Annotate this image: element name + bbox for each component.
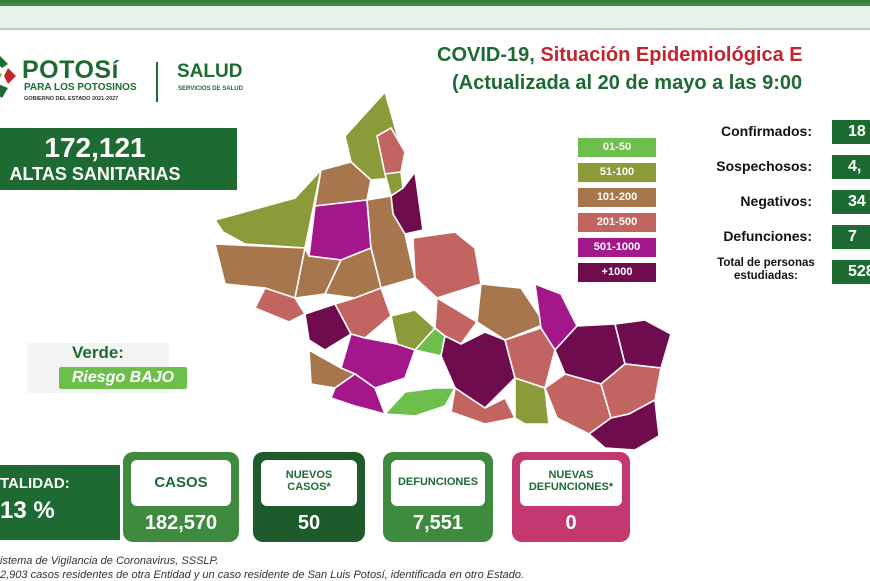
card-label: NUEVAS DEFUNCIONES*	[528, 469, 614, 493]
letalidad-label: TALIDAD:	[0, 475, 70, 492]
card-value: 7,551	[412, 512, 464, 534]
top-banner-inner	[0, 6, 870, 28]
card-nuevos-casos: NUEVOS CASOS* 50	[253, 452, 365, 542]
potosi-emblem-icon	[0, 56, 16, 98]
map-region	[304, 303, 353, 351]
card-label: CASOS	[154, 474, 208, 491]
salud-logo-text: SALUD	[177, 61, 243, 82]
page-title: COVID-19, Situación Epidemiológica E	[437, 44, 803, 67]
card-label: NUEVOS CASOS*	[285, 469, 333, 493]
map-region	[504, 327, 556, 390]
footer-note: 2,903 casos residentes de otra Entidad y…	[0, 569, 525, 581]
stat-value: 528	[832, 260, 870, 284]
card-label-box: DEFUNCIONES	[391, 460, 485, 506]
map-region	[383, 387, 457, 417]
altas-sanitarias-panel: 172,121 ALTAS SANITARIAS	[0, 128, 237, 190]
card-defunciones: DEFUNCIONES 7,551	[383, 452, 493, 542]
map-region	[476, 283, 547, 341]
logo-divider	[156, 62, 158, 102]
stat-label: Total de personas estudiadas:	[717, 257, 815, 282]
page-subtitle: (Actualizada al 20 de mayo a las 9:00	[452, 72, 803, 94]
state-municipalities-map	[213, 90, 672, 451]
stat-value: 34	[832, 190, 870, 214]
stat-label: Negativos:	[740, 193, 812, 209]
top-banner-strip	[0, 0, 870, 30]
map-region	[412, 231, 482, 299]
map-region	[314, 161, 372, 207]
stat-value: 4,	[832, 155, 870, 179]
stat-label: Sospechosos:	[716, 158, 812, 174]
card-nuevas-defunciones: NUEVAS DEFUNCIONES* 0	[512, 452, 630, 542]
legend-item: 201-500	[578, 213, 656, 232]
card-label-box: NUEVOS CASOS*	[261, 460, 357, 506]
title-covid: COVID-19,	[437, 44, 541, 66]
letalidad-panel: TALIDAD: 13 %	[0, 465, 120, 540]
footer-source: istema de Vigilancia de Coronavirus, SSS…	[0, 555, 219, 567]
map-region	[587, 398, 660, 451]
stat-label: Confirmados:	[721, 123, 812, 139]
map-region	[213, 167, 323, 249]
card-value: 50	[297, 512, 321, 534]
salud-logo-subtext: SERVICIOS DE SALUD	[178, 86, 243, 92]
stat-total-estudiadas: Total de personas estudiadas: 528	[660, 257, 870, 286]
letalidad-value: 13 %	[0, 497, 55, 524]
stat-value: 18	[832, 120, 870, 144]
stat-sospechosos: Sospechosos: 4,	[660, 153, 870, 181]
stat-defunciones: Defunciones: 7	[660, 223, 870, 251]
semaforo-label: Verde:	[72, 343, 124, 362]
legend-item: 51-100	[578, 163, 656, 182]
card-value: 182,570	[144, 512, 218, 534]
map-region	[253, 287, 307, 323]
government-logo: POTOSí PARA LOS POTOSINOS GOBIERNO DEL E…	[0, 48, 270, 108]
map-region	[213, 243, 306, 300]
card-casos: CASOS 182,570	[123, 452, 239, 542]
map-region	[514, 376, 550, 425]
map-region	[440, 331, 516, 410]
logo-brand: POTOSí	[22, 56, 120, 84]
card-label-box: NUEVAS DEFUNCIONES*	[520, 460, 622, 506]
stat-confirmados: Confirmados: 18	[660, 118, 870, 146]
map-region	[614, 319, 672, 369]
map-region	[376, 126, 406, 175]
altas-value: 172,121	[44, 132, 146, 163]
card-label-box: CASOS	[131, 460, 231, 506]
stat-value: 7	[832, 225, 870, 249]
logo-government-period: GOBIERNO DEL ESTADO 2021-2027	[24, 96, 119, 102]
card-value: 0	[565, 512, 577, 534]
stat-negativos: Negativos: 34	[660, 188, 870, 216]
logo-tagline: PARA LOS POTOSINOS	[24, 82, 137, 93]
legend-item: +1000	[578, 263, 656, 282]
legend-item: 501-1000	[578, 238, 656, 257]
semaforo-panel: Verde: Riesgo BAJO	[27, 343, 187, 393]
legend-item: 01-50	[578, 138, 656, 157]
risk-badge: Riesgo BAJO	[59, 367, 187, 389]
legend-item: 101-200	[578, 188, 656, 207]
card-label: DEFUNCIONES	[397, 476, 479, 488]
stat-label: Defunciones:	[723, 228, 812, 244]
altas-label: ALTAS SANITARIAS	[9, 164, 181, 184]
title-situacion: Situación Epidemiológica E	[540, 44, 803, 66]
